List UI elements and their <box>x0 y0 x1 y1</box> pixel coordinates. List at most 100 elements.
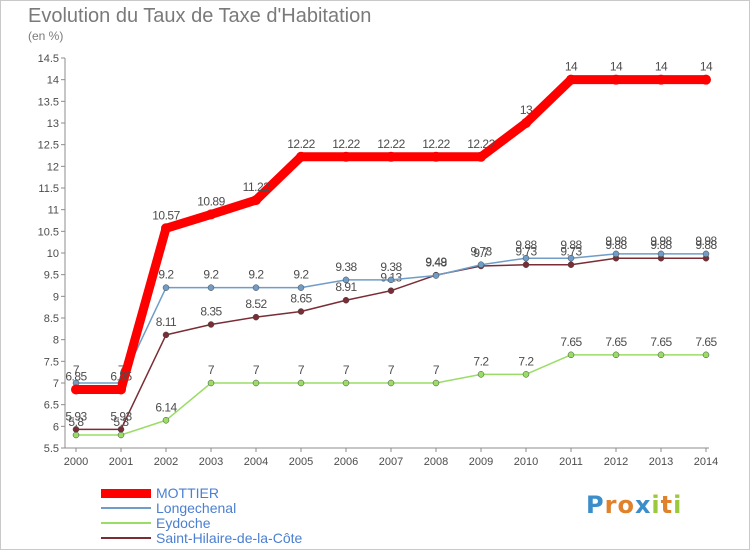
data-label-mottier: 14 <box>610 60 623 74</box>
y-tick-label: 9 <box>53 291 59 303</box>
data-label-saint-hilaire-de-la-c-te: 9.88 <box>650 238 672 252</box>
data-point-eydoche <box>657 351 665 359</box>
data-label-longechenal: 9.2 <box>248 268 264 282</box>
data-label-eydoche: 7 <box>253 363 260 377</box>
y-tick-label: 5.5 <box>44 443 59 455</box>
data-point-saint-hilaire-de-la-c-te <box>252 313 260 321</box>
x-tick-label: 2005 <box>289 456 313 468</box>
data-label-eydoche: 7 <box>208 363 215 377</box>
data-label-saint-hilaire-de-la-c-te: 9.7 <box>473 246 489 260</box>
y-tick-label: 11.5 <box>38 183 59 195</box>
data-point-longechenal <box>522 254 530 262</box>
data-label-mottier: 12.22 <box>377 137 405 151</box>
data-label-saint-hilaire-de-la-c-te: 9.88 <box>605 238 627 252</box>
y-tick-label: 14 <box>47 75 59 87</box>
data-point-saint-hilaire-de-la-c-te <box>297 308 305 315</box>
legend-item-mottier: MOTTIER <box>101 486 219 500</box>
data-label-mottier: 12.22 <box>332 137 360 151</box>
data-point-eydoche <box>117 431 125 439</box>
x-tick-label: 2013 <box>649 456 673 468</box>
x-tick-label: 2001 <box>109 456 133 468</box>
x-tick-label: 2007 <box>379 456 403 468</box>
legend-label-mottier: MOTTIER <box>156 485 219 501</box>
data-label-longechenal: 9.98 <box>605 234 627 248</box>
data-label-eydoche: 7 <box>433 363 440 377</box>
data-label-eydoche: 7 <box>388 363 395 377</box>
x-tick-label: 2008 <box>424 456 448 468</box>
data-label-longechenal: 9.38 <box>335 260 357 274</box>
data-point-eydoche <box>72 431 80 439</box>
logo-letter: o <box>617 491 635 519</box>
y-tick-label: 13 <box>47 118 59 130</box>
data-point-longechenal <box>297 284 305 291</box>
data-point-saint-hilaire-de-la-c-te <box>117 426 125 433</box>
data-point-eydoche <box>702 351 710 359</box>
data-point-saint-hilaire-de-la-c-te <box>567 261 575 268</box>
logo-letter: P <box>586 491 605 519</box>
data-point-saint-hilaire-de-la-c-te <box>162 331 170 339</box>
data-point-eydoche <box>297 379 305 387</box>
legend-item-eydoche: Eydoche <box>101 516 210 530</box>
data-label-mottier: 14 <box>655 60 668 74</box>
data-point-mottier <box>701 74 711 85</box>
x-tick-label: 2010 <box>514 456 538 468</box>
data-label-eydoche: 7 <box>298 363 305 377</box>
data-label-longechenal: 9.98 <box>650 234 672 248</box>
data-label-mottier: 12.22 <box>422 137 450 151</box>
data-label-mottier: 10.57 <box>152 208 180 222</box>
legend-swatch-saint-hilaire <box>101 537 151 539</box>
data-label-mottier: 11.22 <box>243 180 270 194</box>
chart-subtitle: (en %) <box>28 29 64 43</box>
legend-swatch-mottier <box>101 488 151 498</box>
legend-item-saint-hilaire: Saint-Hilaire-de-la-Côte <box>101 531 302 545</box>
data-point-saint-hilaire-de-la-c-te <box>342 296 350 304</box>
legend-label-saint-hilaire: Saint-Hilaire-de-la-Côte <box>156 530 303 546</box>
data-point-longechenal <box>342 276 350 284</box>
data-point-eydoche <box>567 351 575 359</box>
data-label-mottier: 12.22 <box>467 137 495 151</box>
x-tick-label: 2012 <box>604 456 628 468</box>
data-point-eydoche <box>522 371 530 378</box>
x-tick-label: 2002 <box>154 456 178 468</box>
data-label-saint-hilaire-de-la-c-te: 8.35 <box>200 305 222 319</box>
y-tick-label: 6 <box>53 421 59 433</box>
x-tick-label: 2004 <box>244 456 268 468</box>
x-tick-label: 2003 <box>199 456 223 468</box>
data-point-mottier <box>566 74 576 85</box>
data-label-longechenal: 9.2 <box>293 268 309 282</box>
data-label-longechenal: 7 <box>73 363 80 377</box>
y-tick-label: 10.5 <box>38 226 59 238</box>
data-point-mottier <box>476 151 486 162</box>
data-point-longechenal <box>207 284 215 291</box>
data-point-mottier <box>431 151 441 162</box>
x-tick-label: 2014 <box>694 456 718 468</box>
x-tick-label: 2009 <box>469 456 493 468</box>
data-point-eydoche <box>162 417 170 424</box>
data-label-eydoche: 7.65 <box>605 335 627 349</box>
legend-swatch-longechenal <box>101 507 151 509</box>
y-tick-label: 9.5 <box>44 270 59 282</box>
logo-letter: r <box>604 491 618 519</box>
data-point-saint-hilaire-de-la-c-te <box>387 287 395 294</box>
data-label-eydoche: 6.14 <box>155 400 177 414</box>
data-point-longechenal <box>162 284 170 291</box>
data-label-longechenal: 9.2 <box>158 268 174 282</box>
data-label-longechenal: 9.88 <box>560 238 582 252</box>
data-label-saint-hilaire-de-la-c-te: 5.93 <box>110 409 132 423</box>
data-label-eydoche: 5.8 <box>68 415 84 429</box>
logo-letter: i <box>651 491 661 519</box>
y-tick-label: 7 <box>53 378 59 390</box>
data-label-saint-hilaire-de-la-c-te: 8.11 <box>156 315 177 329</box>
data-label-longechenal: 9.48 <box>425 256 447 270</box>
x-tick-label: 2011 <box>559 456 583 468</box>
data-label-longechenal: 9.38 <box>380 260 402 274</box>
data-point-mottier <box>161 223 171 234</box>
legend-item-longechenal: Longechenal <box>101 501 236 515</box>
data-point-mottier <box>656 74 666 85</box>
data-point-mottier <box>341 151 351 162</box>
data-label-longechenal: 9.88 <box>515 238 537 252</box>
data-label-saint-hilaire-de-la-c-te: 9.88 <box>695 238 717 252</box>
data-label-longechenal: 9.2 <box>203 268 219 282</box>
data-point-mottier <box>611 74 621 85</box>
